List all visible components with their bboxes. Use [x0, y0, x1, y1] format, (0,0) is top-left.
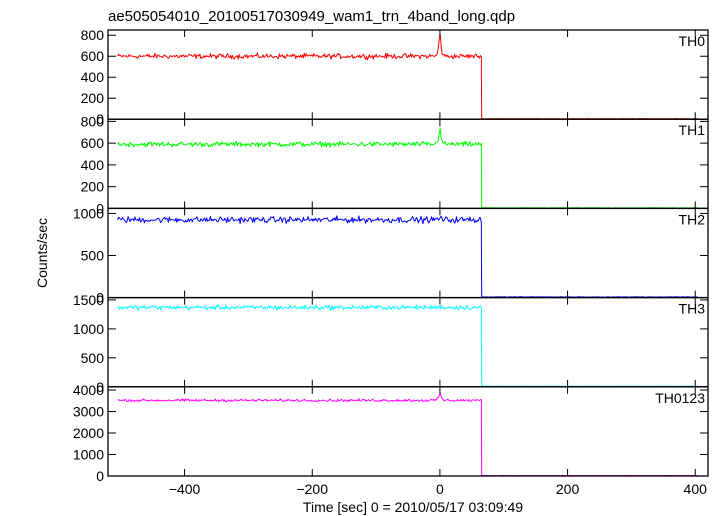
y-tick-label: 200	[81, 90, 105, 106]
panel-label-th0: TH0	[679, 33, 706, 49]
x-axis-title: Time [sec] 0 = 2010/05/17 03:09:49	[303, 499, 523, 515]
y-tick-label: 0	[96, 290, 104, 306]
series-line-th2	[117, 215, 699, 298]
panel-frame-th2	[107, 207, 709, 299]
y-tick-label: 800	[81, 27, 105, 43]
y-tick-label: 0	[96, 379, 104, 395]
panel-label-th0123: TH0123	[655, 390, 705, 406]
y-tick-label: 800	[81, 113, 105, 129]
panel-frame-th1	[107, 118, 709, 210]
y-tick-label: 400	[81, 157, 105, 173]
y-tick-label: 500	[81, 248, 105, 264]
y-tick-label: 3000	[73, 404, 104, 420]
series-line-th0	[117, 33, 699, 120]
y-tick-label: 200	[81, 179, 105, 195]
x-tick-label: 0	[436, 481, 444, 497]
series-line-th1	[117, 127, 699, 209]
y-tick-label: 600	[81, 48, 105, 64]
panel-label-th2: TH2	[679, 211, 706, 227]
y-tick-label: 0	[96, 111, 104, 127]
y-tick-label: 1000	[73, 205, 104, 221]
series-line-th3	[117, 304, 699, 387]
y-tick-label: 1000	[73, 321, 104, 337]
y-tick-label: 400	[81, 69, 105, 85]
y-tick-label: 0	[96, 468, 104, 484]
x-tick-label: −400	[169, 481, 201, 497]
y-tick-label: 0	[96, 200, 104, 216]
panel-frame-th3	[107, 296, 709, 388]
chart-title: ae505054010_20100517030949_wam1_trn_4ban…	[108, 8, 515, 25]
panel-label-th1: TH1	[679, 122, 706, 138]
y-tick-label: 1500	[73, 292, 104, 308]
panels: 0 200 400 600 800 TH0 0 200 400 600 800 TH1 0 500 1000…	[73, 27, 709, 497]
y-tick-label: 4000	[73, 382, 104, 398]
panel-label-th3: TH3	[679, 301, 706, 317]
y-tick-label: 600	[81, 135, 105, 151]
y-axis-title: Counts/sec	[34, 218, 50, 288]
series-line-th0123	[117, 392, 699, 477]
panel-frame-th0	[107, 29, 709, 120]
panel-frame-th0123	[107, 386, 709, 477]
x-tick-label: −200	[296, 481, 328, 497]
y-tick-label: 2000	[73, 425, 104, 441]
x-tick-label: 200	[556, 481, 580, 497]
y-tick-label: 500	[81, 350, 105, 366]
x-tick-label: 400	[684, 481, 708, 497]
y-tick-label: 1000	[73, 447, 104, 463]
